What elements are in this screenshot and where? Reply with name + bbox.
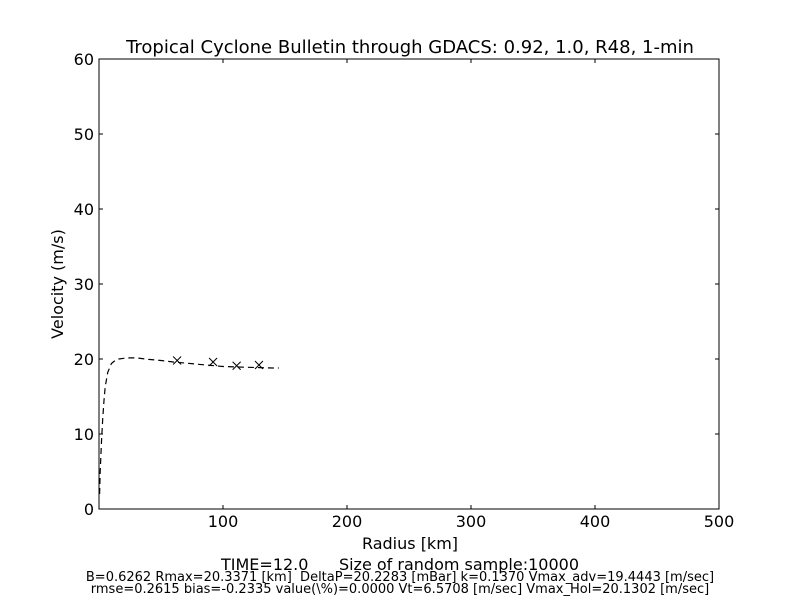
plot-area-frame [98, 58, 720, 510]
x-tick-label: 300 [456, 512, 487, 531]
footer-params-line-2: rmse=0.2615 bias=-0.2335 value(\%)=0.000… [90, 582, 710, 597]
y-tick-label: 60 [74, 50, 94, 69]
footer-params-line-1: B=0.6262 Rmax=20.3371 [km] DeltaP=20.228… [85, 570, 715, 585]
series-1-x-marker [232, 361, 241, 371]
y-tick-label: 20 [74, 350, 94, 369]
y-tick-label: 10 [74, 425, 94, 444]
chart-title: Tropical Cyclone Bulletin through GDACS:… [125, 37, 694, 58]
x-tick-label: 100 [208, 512, 239, 531]
y-tick-label: 40 [74, 200, 94, 219]
x-axis-label: Radius [km] [362, 534, 458, 553]
y-tick-label: 0 [84, 500, 94, 519]
x-tick-label: 400 [580, 512, 611, 531]
footer-time-line: TIME=12.0 Size of random sample:10000 [221, 555, 579, 574]
y-tick-label: 50 [74, 125, 94, 144]
y-tick-label: 30 [74, 275, 94, 294]
y-axis-label: Velocity (m/s) [48, 229, 67, 339]
series-1-x-marker [254, 360, 264, 370]
series-layer [99, 356, 279, 495]
x-tick-label: 500 [704, 512, 735, 531]
x-tick-label: 200 [332, 512, 363, 531]
series-0-dashed-line [99, 357, 279, 495]
series-1-x-marker [208, 357, 218, 367]
series-1-x-marker [172, 356, 182, 365]
axis-ticks: 0 10 20 30 40 50 60 100 200 300 400 500 [74, 50, 735, 531]
